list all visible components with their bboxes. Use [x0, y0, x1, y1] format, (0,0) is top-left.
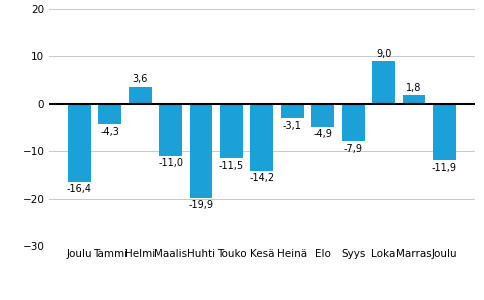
Bar [98, 104, 121, 124]
Text: -11,9: -11,9 [431, 163, 456, 172]
Text: -14,2: -14,2 [249, 173, 274, 184]
Bar [311, 104, 333, 127]
Text: 1,8: 1,8 [406, 83, 421, 93]
Bar [250, 104, 273, 171]
Text: 3,6: 3,6 [132, 74, 148, 84]
Text: -16,4: -16,4 [67, 184, 91, 194]
Text: -7,9: -7,9 [343, 144, 362, 154]
Text: -11,0: -11,0 [158, 158, 183, 168]
Text: -11,5: -11,5 [218, 161, 243, 171]
Text: -4,9: -4,9 [313, 129, 332, 140]
Bar [432, 104, 455, 160]
Bar [280, 104, 303, 119]
Text: -3,1: -3,1 [282, 121, 301, 131]
Text: 9,0: 9,0 [375, 49, 391, 59]
Bar [220, 104, 242, 158]
Bar [159, 104, 182, 156]
Bar [189, 104, 212, 198]
Text: -19,9: -19,9 [188, 200, 213, 211]
Bar [128, 87, 151, 104]
Bar [402, 95, 424, 104]
Bar [68, 104, 91, 182]
Bar [341, 104, 364, 141]
Text: -4,3: -4,3 [100, 127, 119, 136]
Bar [371, 61, 394, 104]
